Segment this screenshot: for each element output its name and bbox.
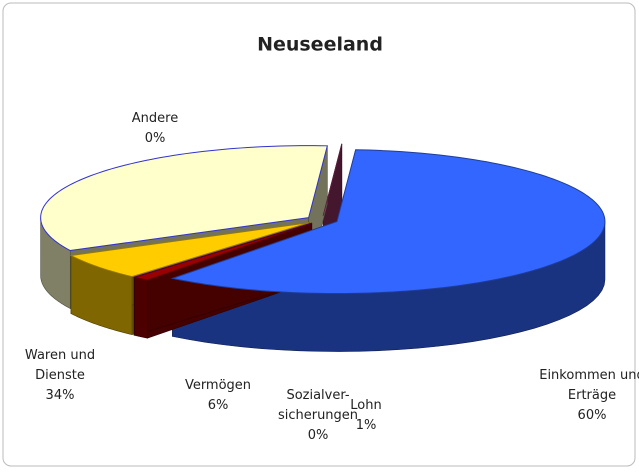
category-label-line: Lohn: [350, 398, 381, 413]
data-label: Andere 0%: [132, 111, 178, 146]
slice: [69, 222, 310, 278]
category-label-line: Waren und: [25, 348, 95, 363]
data-label: Einkommen und Erträge 60%: [539, 368, 639, 423]
value-label: 0%: [145, 131, 166, 146]
category-label: Lohn: [350, 398, 381, 413]
category-label: Waren und Dienste: [25, 348, 95, 383]
category-label: Andere: [132, 111, 178, 126]
category-label: Einkommen und Erträge: [539, 368, 639, 403]
value-label: 60%: [578, 408, 607, 423]
value-label: 6%: [208, 398, 229, 413]
category-label-line: Sozialver-: [286, 388, 349, 403]
category-label: Sozialver-sicherungen: [278, 388, 358, 423]
data-label: Vermögen 6%: [185, 378, 251, 413]
data-label: Waren und Dienste 34%: [25, 348, 95, 403]
chart-title: Neuseeland: [257, 34, 383, 56]
category-label-line: Erträge: [568, 388, 616, 403]
data-label: Sozialver-sicherungen 0%: [278, 388, 358, 443]
slice: [40, 145, 328, 252]
slice: [133, 222, 312, 278]
category-label: Vermögen: [185, 378, 251, 393]
slice-side: [134, 276, 148, 339]
category-label-line: Dienste: [35, 368, 85, 383]
value-label: 1%: [356, 418, 377, 433]
data-label: Lohn 1%: [350, 398, 381, 433]
value-label: 34%: [46, 388, 75, 403]
category-label-line: Andere: [132, 111, 178, 126]
category-label-line: sicherungen: [278, 408, 358, 423]
value-label: 0%: [308, 428, 329, 443]
category-label-line: Einkommen und: [539, 368, 639, 383]
slice: [170, 149, 606, 295]
category-label-line: Vermögen: [185, 378, 251, 393]
